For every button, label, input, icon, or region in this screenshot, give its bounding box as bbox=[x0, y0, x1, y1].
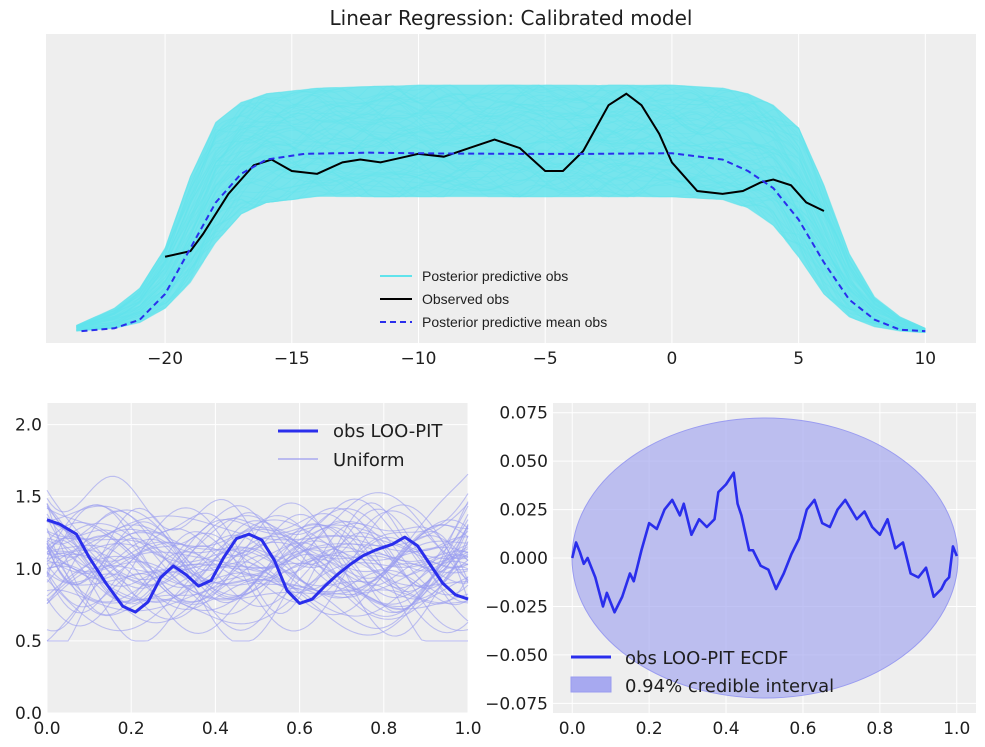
top-series-group bbox=[81, 92, 926, 333]
top-x-tick-label: −15 bbox=[274, 349, 310, 369]
uniform-sample-curve bbox=[46, 503, 469, 600]
br-y-tick-label: 0.075 bbox=[499, 404, 548, 424]
uniform-sample-curve bbox=[46, 519, 469, 603]
credible-interval-region bbox=[571, 417, 959, 699]
br-x-tick-label: 0.4 bbox=[713, 719, 740, 739]
br-x-tick-label: 0.2 bbox=[636, 719, 663, 739]
uniform-sample-curve bbox=[46, 473, 469, 591]
bottom-left-panel: 0.0 0.2 0.4 0.6 0.8 1.0 0.0 0.5 1.0 1.5 2.0 obs LO… bbox=[15, 403, 482, 739]
br-series-group bbox=[570, 471, 958, 614]
top-x-tick-label: 0 bbox=[666, 349, 677, 369]
bl-tick-labels: 0.0 0.2 0.4 0.6 0.8 1.0 0.0 0.5 1.0 1.5 2.0 bbox=[15, 416, 482, 739]
br-x-tick-label: 1.0 bbox=[943, 719, 970, 739]
top-x-tick-label: −20 bbox=[147, 349, 183, 369]
uniform-sample-curve bbox=[47, 520, 468, 642]
observed-obs-line bbox=[164, 92, 825, 258]
bl-legend: obs LOO-PIT Uniform bbox=[278, 421, 443, 471]
top-legend: Posterior predictive obs Observed obs Po… bbox=[380, 268, 607, 330]
uniform-sample-curve bbox=[46, 519, 469, 625]
br-x-tick-label: 0.6 bbox=[789, 719, 816, 739]
uniform-sample-curve bbox=[46, 528, 469, 617]
bl-y-tick-label: 0.0 bbox=[15, 704, 42, 724]
uniform-sample-curve bbox=[46, 543, 469, 586]
uniform-sample-curve bbox=[46, 475, 469, 614]
bl-y-tick-label: 0.5 bbox=[15, 632, 42, 652]
posterior-predictive-envelope bbox=[76, 84, 926, 334]
bl-x-tick-label: 1.0 bbox=[454, 719, 481, 739]
br-y-tick-label: 0.000 bbox=[499, 549, 548, 569]
bl-x-tick-label: 0.8 bbox=[370, 719, 397, 739]
uniform-sample-curve bbox=[46, 513, 469, 586]
br-x-tick-label: 0.8 bbox=[866, 719, 893, 739]
bl-y-tick-label: 1.5 bbox=[15, 488, 42, 508]
top-x-tick-label: −5 bbox=[533, 349, 558, 369]
bl-y-tick-label: 1.0 bbox=[15, 560, 42, 580]
legend-label-ecdf: obs LOO-PIT ECDF bbox=[625, 648, 788, 669]
legend-swatch-interval bbox=[570, 676, 612, 693]
bl-x-tick-label: 0.2 bbox=[118, 719, 145, 739]
uniform-curves bbox=[46, 473, 469, 642]
bl-x-tick-label: 0.0 bbox=[33, 719, 60, 739]
legend-label-uniform: Uniform bbox=[333, 450, 405, 471]
uniform-sample-curve bbox=[46, 502, 469, 594]
legend-label-mean: Posterior predictive mean obs bbox=[422, 314, 607, 330]
legend-label-posterior: Posterior predictive obs bbox=[422, 268, 568, 284]
top-x-tick-label: 5 bbox=[793, 349, 804, 369]
uniform-sample-curve bbox=[46, 505, 469, 631]
uniform-sample-curve bbox=[46, 498, 469, 608]
uniform-sample-curve bbox=[46, 528, 469, 632]
obs-loo-pit-line bbox=[46, 518, 469, 614]
br-y-tick-label: −0.050 bbox=[485, 646, 548, 666]
uniform-sample-curve bbox=[46, 549, 469, 642]
legend-label-loo-pit: obs LOO-PIT bbox=[333, 421, 443, 442]
posterior-predictive-mean-line bbox=[81, 151, 926, 333]
bl-x-tick-label: 0.6 bbox=[286, 719, 313, 739]
bottom-right-panel: 0.0 0.2 0.4 0.6 0.8 1.0 −0.075 −0.050 −0.025 0.00… bbox=[485, 403, 976, 739]
uniform-sample-curve bbox=[46, 512, 469, 589]
uniform-sample-curve bbox=[46, 524, 469, 586]
br-y-tick-label: 0.025 bbox=[499, 501, 548, 521]
br-y-tick-label: −0.025 bbox=[485, 597, 548, 617]
uniform-sample-curve bbox=[46, 504, 469, 632]
legend-label-interval: 0.94% credible interval bbox=[625, 676, 834, 697]
top-x-tick-labels: −20 −15 −10 −5 0 5 10 bbox=[147, 349, 936, 369]
uniform-sample-curve bbox=[46, 541, 469, 608]
top-chart-title: Linear Regression: Calibrated model bbox=[330, 6, 693, 30]
br-y-tick-label: 0.050 bbox=[499, 452, 548, 472]
bl-series-group bbox=[46, 518, 469, 614]
legend-label-observed: Observed obs bbox=[422, 291, 509, 307]
top-x-tick-label: −10 bbox=[401, 349, 437, 369]
uniform-sample-curve bbox=[46, 544, 469, 634]
top-x-tick-label: 10 bbox=[914, 349, 936, 369]
br-tick-labels: 0.0 0.2 0.4 0.6 0.8 1.0 −0.075 −0.050 −0.025 0.00… bbox=[485, 404, 970, 739]
uniform-sample-curve bbox=[46, 510, 469, 604]
br-y-tick-label: −0.075 bbox=[485, 694, 548, 714]
posterior-predictive-band bbox=[76, 85, 926, 333]
bl-x-tick-label: 0.4 bbox=[202, 719, 229, 739]
uniform-sample-curve bbox=[46, 507, 469, 600]
uniform-sample-curve bbox=[46, 553, 469, 612]
uniform-sample-curve bbox=[46, 493, 469, 591]
uniform-sample-curve bbox=[46, 492, 469, 601]
top-panel: −20 −15 −10 −5 0 5 10 Linear Regression: Calib… bbox=[46, 6, 976, 369]
obs-loo-pit-ecdf-line bbox=[570, 471, 958, 614]
br-legend: obs LOO-PIT ECDF 0.94% credible interval bbox=[570, 648, 834, 697]
br-x-tick-label: 0.0 bbox=[559, 719, 586, 739]
uniform-sample-curve bbox=[46, 503, 469, 585]
bl-y-tick-label: 2.0 bbox=[15, 416, 42, 436]
